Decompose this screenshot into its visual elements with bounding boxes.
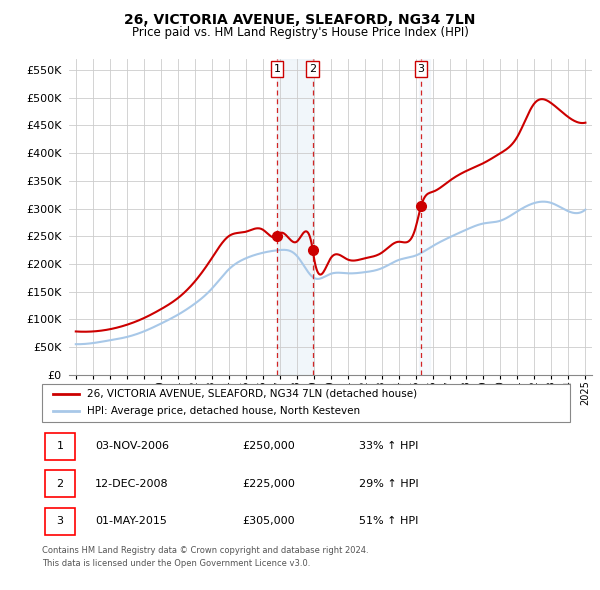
- Text: £305,000: £305,000: [242, 516, 295, 526]
- Text: 2: 2: [56, 479, 64, 489]
- Text: 3: 3: [418, 64, 425, 74]
- Text: 33% ↑ HPI: 33% ↑ HPI: [359, 441, 418, 451]
- Text: 3: 3: [56, 516, 64, 526]
- Text: 2: 2: [309, 64, 316, 74]
- Text: This data is licensed under the Open Government Licence v3.0.: This data is licensed under the Open Gov…: [42, 559, 310, 568]
- Text: 03-NOV-2006: 03-NOV-2006: [95, 441, 169, 451]
- Text: 01-MAY-2015: 01-MAY-2015: [95, 516, 167, 526]
- Text: Contains HM Land Registry data © Crown copyright and database right 2024.: Contains HM Land Registry data © Crown c…: [42, 546, 368, 555]
- Text: £250,000: £250,000: [242, 441, 295, 451]
- Text: £225,000: £225,000: [242, 479, 296, 489]
- FancyBboxPatch shape: [44, 470, 75, 497]
- Text: Price paid vs. HM Land Registry's House Price Index (HPI): Price paid vs. HM Land Registry's House …: [131, 26, 469, 39]
- Text: HPI: Average price, detached house, North Kesteven: HPI: Average price, detached house, Nort…: [87, 407, 360, 417]
- Text: 26, VICTORIA AVENUE, SLEAFORD, NG34 7LN: 26, VICTORIA AVENUE, SLEAFORD, NG34 7LN: [124, 13, 476, 27]
- FancyBboxPatch shape: [44, 433, 75, 460]
- Text: 1: 1: [274, 64, 280, 74]
- Bar: [419, 59, 430, 375]
- Text: 12-DEC-2008: 12-DEC-2008: [95, 479, 169, 489]
- FancyBboxPatch shape: [42, 384, 570, 422]
- Text: 26, VICTORIA AVENUE, SLEAFORD, NG34 7LN (detached house): 26, VICTORIA AVENUE, SLEAFORD, NG34 7LN …: [87, 389, 417, 399]
- Bar: [277, 59, 313, 375]
- Text: 29% ↑ HPI: 29% ↑ HPI: [359, 479, 418, 489]
- Text: 51% ↑ HPI: 51% ↑ HPI: [359, 516, 418, 526]
- Text: 1: 1: [56, 441, 64, 451]
- FancyBboxPatch shape: [44, 508, 75, 535]
